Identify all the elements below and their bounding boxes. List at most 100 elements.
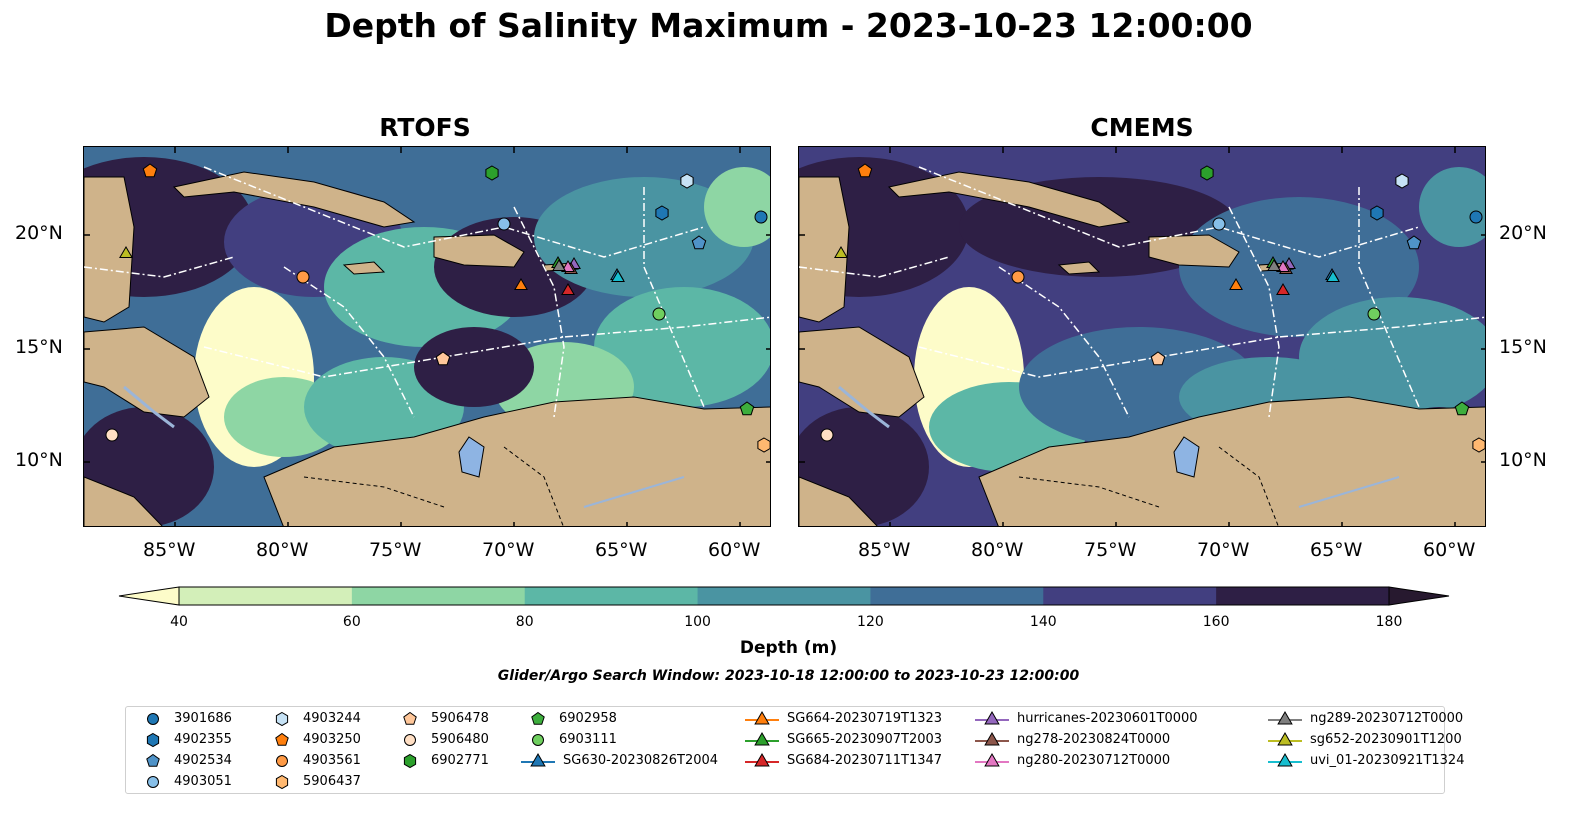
legend-label: 6902771	[431, 753, 489, 768]
legend-marker	[403, 711, 417, 725]
legend-label: 4903250	[303, 732, 361, 747]
map-marker-6903111	[652, 307, 666, 321]
colorbar-segment	[870, 587, 1044, 605]
map-marker-6902771	[1200, 165, 1214, 181]
map-marker-6903111	[1367, 307, 1381, 321]
legend-entry: 4902534	[134, 751, 374, 771]
colorbar-tick-label: 120	[857, 614, 884, 630]
lon-tick-label: 80°W	[256, 539, 309, 561]
search-window-caption: Glider/Argo Search Window: 2023-10-18 12…	[497, 668, 1080, 684]
rtofs-markers	[105, 163, 770, 453]
map-marker-SG684-20230711T1347	[1276, 283, 1290, 295]
map-marker-4903051	[497, 217, 511, 231]
legend-marker	[532, 734, 544, 746]
lon-tick-label: 70°W	[482, 539, 535, 561]
legend-entry: 4903561	[263, 751, 503, 771]
map-marker-ng280-20230712T0000	[561, 260, 575, 272]
legend-marker	[745, 710, 779, 725]
legend-marker	[1268, 710, 1302, 725]
lon-tick-label: 60°W	[1423, 539, 1476, 561]
legend-marker	[1268, 752, 1302, 767]
colorbar-segment	[179, 587, 353, 605]
map-marker-SG664-20230719T1323	[514, 278, 528, 290]
map-marker-5906437	[757, 437, 770, 453]
map-marker-4902355	[655, 205, 669, 221]
legend-label: 4903244	[303, 711, 361, 726]
map-marker-4903250	[142, 163, 158, 178]
colorbar-tick-label: 100	[684, 614, 711, 630]
map-marker-4902355	[1370, 205, 1384, 221]
lon-tick-label: 80°W	[971, 539, 1024, 561]
map-marker-5906478	[435, 351, 451, 366]
colorbar	[118, 586, 1450, 606]
map-marker-ng289-20230712T0000	[552, 259, 566, 271]
legend-label: sg652-20230901T1200	[1310, 732, 1462, 747]
map-marker-ng289-20230712T0000	[1267, 259, 1281, 271]
legend-label: 6902958	[559, 711, 617, 726]
legend-entry: ng278-20230824T0000	[973, 730, 1213, 750]
legend-entry: 4903051	[134, 772, 374, 792]
colorbar-tick-label: 160	[1202, 614, 1230, 630]
colorbar-segment	[524, 587, 699, 605]
figure-title: Depth of Salinity Maximum - 2023-10-23 1…	[324, 6, 1253, 45]
legend-label: SG630-20230826T2004	[563, 753, 719, 768]
map-marker-4902534	[691, 235, 707, 250]
map-marker-uvi_01-20230921T1324	[611, 270, 625, 282]
map-marker-4903244	[1395, 173, 1409, 189]
colorbar-segment	[697, 587, 871, 605]
legend-label: 4903051	[174, 774, 232, 789]
lat-tick-label: 15°N	[1499, 336, 1547, 358]
colorbar-tick-label: 40	[170, 614, 188, 630]
legend-entry: 4903244	[263, 709, 503, 729]
legend-marker	[975, 731, 1009, 746]
legend-entry: SG664-20230719T1323	[743, 709, 983, 729]
legend-entry: 6902771	[391, 751, 631, 771]
legend-marker	[403, 753, 417, 769]
legend-label: uvi_01-20230921T1324	[1310, 753, 1465, 768]
legend-entry: SG630-20230826T2004	[519, 751, 759, 771]
legend-label: hurricanes-20230601T0000	[1017, 711, 1198, 726]
colorbar-segment	[1216, 587, 1390, 605]
colorbar-label: Depth (m)	[739, 638, 838, 658]
legend-marker	[275, 711, 289, 727]
cmems-map	[799, 147, 1485, 526]
legend-marker	[1268, 731, 1302, 746]
legend-label: 3901686	[174, 711, 232, 726]
legend-entry: hurricanes-20230601T0000	[973, 709, 1213, 729]
legend-label: 5906437	[303, 774, 361, 789]
legend-label: ng280-20230712T0000	[1017, 753, 1171, 768]
legend-label: ng289-20230712T0000	[1310, 711, 1464, 726]
map-marker-SG664-20230719T1323	[1229, 278, 1243, 290]
legend-entry: 5906437	[263, 772, 503, 792]
lon-tick-label: 85°W	[858, 539, 911, 561]
legend-marker	[404, 734, 416, 746]
map-panel-cmems	[798, 146, 1486, 527]
lon-tick-label: 75°W	[369, 539, 422, 561]
lon-tick-label: 70°W	[1197, 539, 1250, 561]
legend-entry: sg652-20230901T1200	[1266, 730, 1506, 750]
map-marker-4903244	[680, 173, 694, 189]
map-marker-5906480	[105, 428, 119, 442]
panel-title-rtofs: RTOFS	[379, 113, 471, 142]
legend-label: 4902534	[174, 753, 232, 768]
legend-label: SG665-20230907T2003	[787, 732, 943, 747]
map-marker-5906480	[820, 428, 834, 442]
lon-tick-label: 65°W	[1310, 539, 1363, 561]
map-marker-sg652-20230901T1200	[119, 246, 133, 258]
legend-entry: 6903111	[519, 730, 759, 750]
map-marker-uvi_01-20230921T1324	[1326, 270, 1340, 282]
map-marker-4903250	[857, 163, 873, 178]
cmems-land	[799, 171, 1485, 526]
legend-marker	[745, 731, 779, 746]
legend-label: 5906478	[431, 711, 489, 726]
legend-marker	[276, 755, 288, 767]
legend-marker	[275, 774, 289, 790]
lat-tick-label: 20°N	[15, 222, 63, 244]
legend-entry: 3901686	[134, 709, 374, 729]
legend-label: ng278-20230824T0000	[1017, 732, 1171, 747]
legend-marker	[147, 776, 159, 788]
map-panel-rtofs	[83, 146, 771, 527]
colorbar-tick-label: 180	[1375, 614, 1403, 630]
colorbar-segment	[351, 587, 526, 605]
colorbar-tick-label: 60	[342, 614, 361, 630]
